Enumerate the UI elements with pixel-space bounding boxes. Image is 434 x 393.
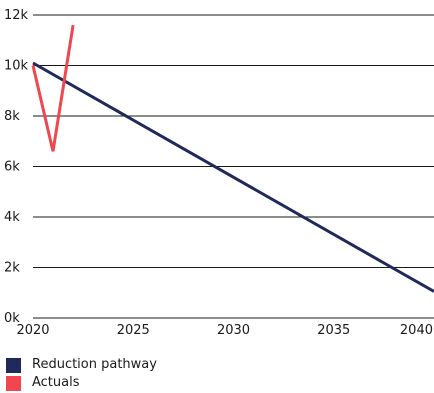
legend-label-reduction-pathway: Reduction pathway <box>32 357 157 372</box>
legend-swatch-reduction-pathway <box>6 357 21 373</box>
x-axis-tick-labels: 2020 2025 2030 2035 2040 <box>16 323 433 338</box>
legend-item-reduction-pathway: Reduction pathway <box>6 357 157 373</box>
legend: Reduction pathway Actuals <box>6 357 157 393</box>
series-line-reduction-pathway <box>32 61 434 293</box>
y-tick-label: 4k <box>4 210 20 225</box>
y-tick-label: 6k <box>4 160 20 175</box>
series-line-actuals <box>31 24 75 152</box>
x-tick-label: 2040 <box>400 323 433 338</box>
x-tick-label: 2025 <box>117 323 150 338</box>
x-tick-label: 2035 <box>317 323 350 338</box>
gridlines <box>33 14 434 319</box>
y-tick-label: 8k <box>4 109 20 124</box>
legend-swatch-actuals <box>6 375 21 391</box>
x-tick-label: 2020 <box>16 323 49 338</box>
y-axis-tick-labels: 0k 2k 4k 6k 8k 10k 12k <box>4 8 29 326</box>
y-tick-label: 10k <box>4 59 29 74</box>
series-lines <box>31 24 434 293</box>
y-tick-label: 0k <box>4 311 20 326</box>
y-tick-label: 2k <box>4 261 20 276</box>
x-tick-label: 2030 <box>217 323 250 338</box>
legend-label-actuals: Actuals <box>32 375 80 390</box>
y-tick-label: 12k <box>4 8 29 23</box>
legend-item-actuals: Actuals <box>6 375 157 391</box>
